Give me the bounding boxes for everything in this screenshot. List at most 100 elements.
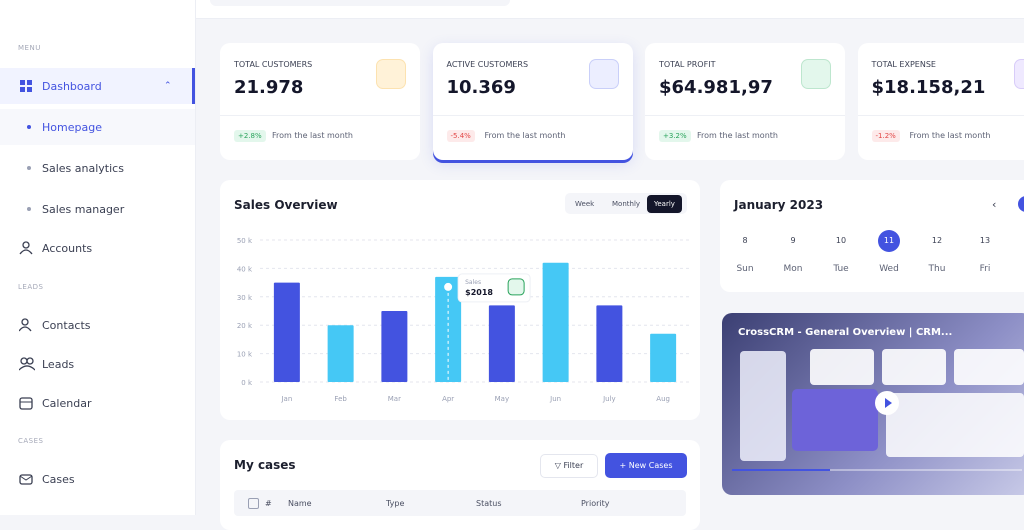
card-title: My cases xyxy=(234,458,296,472)
x-tick-label: Apr xyxy=(442,395,454,403)
nav-label: Sales analytics xyxy=(42,162,124,175)
search-box[interactable] xyxy=(210,0,510,6)
nav-label: Homepage xyxy=(42,121,102,134)
thumb-card xyxy=(882,349,946,385)
day-date[interactable]: 12 xyxy=(926,230,948,252)
play-icon xyxy=(875,391,899,415)
day-name: Wed xyxy=(874,264,904,274)
column-header: Type xyxy=(386,499,404,508)
checkbox[interactable] xyxy=(248,498,259,509)
day-date[interactable]: 9 xyxy=(782,230,804,252)
stat-value: 10.369 xyxy=(447,77,516,98)
thumb-card xyxy=(954,349,1024,385)
nav-item[interactable]: Calendar xyxy=(0,385,195,421)
nav-label: Leads xyxy=(42,358,74,371)
change-note: From the last month xyxy=(910,131,991,140)
change-badge: +3.2% xyxy=(659,130,691,142)
thumb-table xyxy=(886,393,1024,457)
stat-icon xyxy=(801,59,831,89)
button-label: New Cases xyxy=(629,461,673,470)
nav-item[interactable]: Homepage xyxy=(0,109,195,145)
nav-item[interactable]: Dashboard ⌃ xyxy=(0,68,195,104)
nav-item[interactable]: Accounts xyxy=(0,230,195,266)
day-date[interactable]: 11 xyxy=(878,230,900,252)
divider xyxy=(645,115,845,116)
icon xyxy=(19,396,33,410)
sidebar: MENU Dashboard ⌃ Homepage Sales analytic… xyxy=(0,0,196,515)
x-tick-label: Mar xyxy=(388,395,401,403)
x-tick-label: Jun xyxy=(549,395,561,403)
stat-label: TOTAL PROFIT xyxy=(659,60,715,69)
y-tick-label: 40 k xyxy=(237,265,253,273)
day-date[interactable]: 13 xyxy=(974,230,996,252)
bar xyxy=(328,325,354,382)
change-note: From the last month xyxy=(697,131,778,140)
y-tick-label: 30 k xyxy=(237,294,253,302)
change-badge: +2.8% xyxy=(234,130,266,142)
nav-item[interactable]: Cases xyxy=(0,461,195,497)
nav-label: Cases xyxy=(42,473,75,486)
nav-item[interactable]: Contacts xyxy=(0,307,195,343)
change-badge: -5.4% xyxy=(447,130,475,142)
divider xyxy=(858,115,1024,116)
divider xyxy=(433,115,633,116)
cases-card: My cases ▽ Filter + New Cases # Name Typ… xyxy=(220,440,700,530)
chevron: ⌃ xyxy=(164,81,172,91)
bar xyxy=(596,305,622,382)
stat-value: $18.158,21 xyxy=(872,77,986,98)
nav-label: Sales manager xyxy=(42,203,124,216)
icon xyxy=(19,318,33,332)
stat-icon xyxy=(376,59,406,89)
bar xyxy=(650,334,676,382)
tooltip-label: Sales xyxy=(465,279,481,286)
tooltip-value: $2018 xyxy=(465,288,493,297)
filter-button[interactable]: ▽ Filter xyxy=(540,454,598,478)
icon xyxy=(19,241,33,255)
stat-label: TOTAL CUSTOMERS xyxy=(234,60,312,69)
section-label: CASES xyxy=(18,437,44,445)
stat-label: TOTAL EXPENSE xyxy=(872,60,936,69)
day-name: Sun xyxy=(730,264,760,274)
nav-item[interactable]: Sales manager xyxy=(0,191,195,227)
bar xyxy=(489,305,515,382)
nav-item[interactable]: Sales analytics xyxy=(0,150,195,186)
stat-value: $64.981,97 xyxy=(659,77,773,98)
dot xyxy=(27,207,31,211)
new-case-button[interactable]: + New Cases xyxy=(605,453,687,478)
divider xyxy=(220,115,420,116)
day-name: Thu xyxy=(922,264,952,274)
y-tick-label: 50 k xyxy=(237,237,253,245)
y-tick-label: 20 k xyxy=(237,322,253,330)
day-name: Mon xyxy=(778,264,808,274)
stat-card: TOTAL EXPENSE $18.158,21 -1.2% From the las… xyxy=(858,43,1024,160)
prev-button[interactable]: ‹ xyxy=(992,198,996,211)
column-header: Status xyxy=(476,499,502,508)
thumb-card xyxy=(810,349,874,385)
change-note: From the last month xyxy=(272,131,353,140)
change-badge: -1.2% xyxy=(872,130,900,142)
icon xyxy=(19,472,33,486)
icon xyxy=(19,357,35,371)
bar xyxy=(381,311,407,382)
next-button[interactable] xyxy=(1018,196,1024,212)
column-header: Name xyxy=(288,499,312,508)
day-date[interactable]: 8 xyxy=(734,230,756,252)
video-card[interactable]: CrossCRM - General Overview | CRM... xyxy=(722,313,1024,495)
day-date[interactable]: 10 xyxy=(830,230,852,252)
video-title: CrossCRM - General Overview | CRM... xyxy=(738,327,952,338)
bar xyxy=(543,263,569,382)
section-label: LEADS xyxy=(18,283,43,291)
day-name: Fri xyxy=(970,264,1000,274)
y-tick-label: 10 k xyxy=(237,351,253,359)
table-header: # Name Type Status Priority xyxy=(234,490,686,516)
thumb-sidebar xyxy=(740,351,786,461)
x-tick-label: May xyxy=(495,395,509,403)
change-note: From the last month xyxy=(485,131,566,140)
nav-item[interactable]: Leads xyxy=(0,346,195,382)
thumb-panel xyxy=(792,389,878,451)
play-button[interactable] xyxy=(875,391,899,415)
y-tick-label: 0 k xyxy=(241,379,253,387)
